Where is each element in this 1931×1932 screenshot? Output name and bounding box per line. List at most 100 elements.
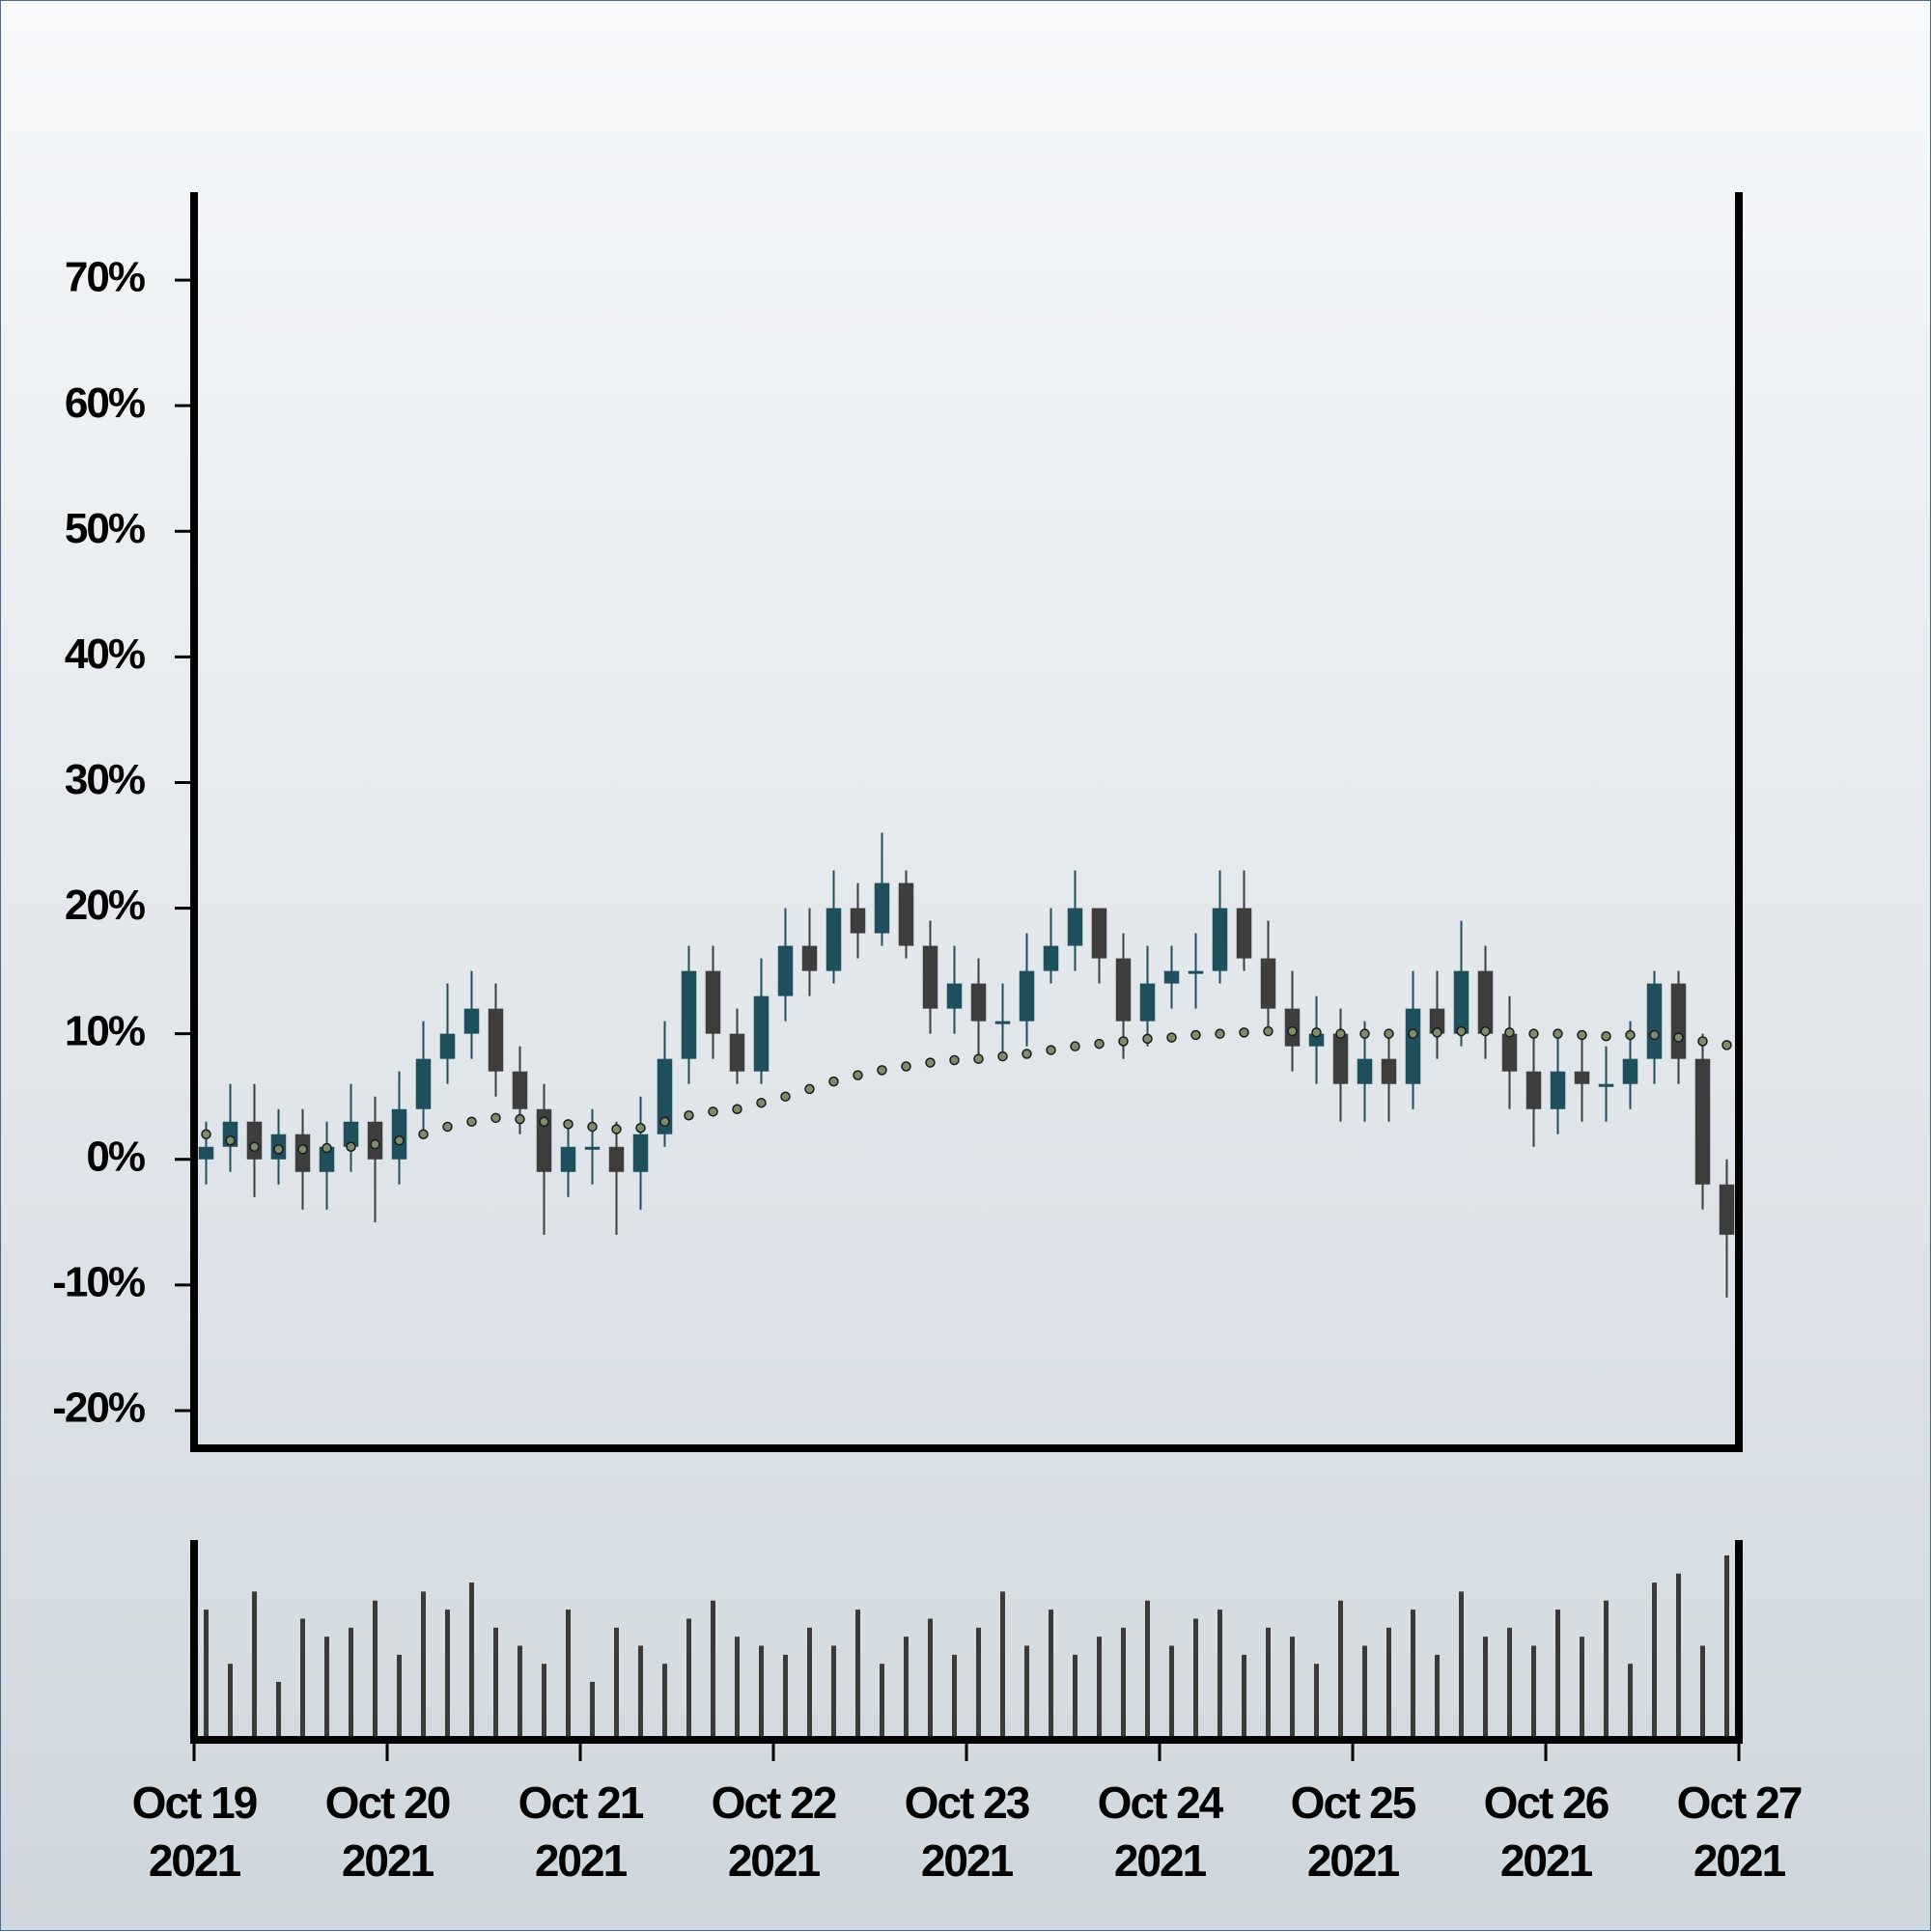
moving-average-point <box>201 1129 211 1139</box>
x-tick-label: Oct 23 2021 <box>904 1778 1031 1886</box>
moving-average-point <box>732 1104 742 1114</box>
volume-bar <box>1555 1610 1560 1736</box>
candle-body <box>657 1058 673 1134</box>
candle-body <box>1429 1008 1445 1034</box>
candle-body <box>439 1033 456 1059</box>
candle-body <box>1501 1033 1518 1072</box>
moving-average-point <box>1577 1029 1587 1041</box>
volume-bar <box>1000 1591 1005 1736</box>
volume-bar <box>952 1654 957 1736</box>
moving-average-point <box>1142 1033 1153 1045</box>
y-tick-label: 30% <box>65 756 145 803</box>
moving-average-point <box>1046 1045 1056 1055</box>
moving-average-point <box>1721 1040 1732 1050</box>
moving-average-point <box>1239 1027 1249 1038</box>
moving-average-point <box>1649 1029 1660 1041</box>
candle-body <box>1043 945 1059 971</box>
moving-average-point <box>1673 1032 1684 1043</box>
volume-bar <box>324 1637 329 1736</box>
y-tick-label: 60% <box>65 379 145 427</box>
volume-bar <box>493 1627 498 1736</box>
volume-bar <box>1049 1610 1053 1736</box>
moving-average-point <box>346 1141 356 1153</box>
candle-body <box>343 1121 359 1147</box>
volume-bar <box>638 1645 643 1736</box>
volume-bar <box>831 1645 836 1736</box>
candle-body <box>1019 970 1035 1022</box>
moving-average-point <box>1625 1029 1636 1041</box>
volume-bar <box>421 1591 426 1736</box>
moving-average-point <box>322 1142 332 1154</box>
y-tick-label: 70% <box>65 254 145 301</box>
candle-body <box>970 983 987 1022</box>
candle-body <box>753 995 770 1072</box>
candle-body <box>801 945 818 971</box>
candle-body <box>1646 983 1663 1059</box>
candle-body <box>1622 1058 1638 1084</box>
candle-body <box>1091 908 1107 959</box>
y-tick-label: 50% <box>65 505 145 552</box>
volume-bar <box>1604 1600 1609 1736</box>
volume-bar <box>1362 1645 1367 1736</box>
moving-average-point <box>1311 1027 1322 1038</box>
candle-body <box>1453 970 1469 1034</box>
candle-body <box>1381 1058 1397 1084</box>
volume-bar <box>518 1645 522 1736</box>
moving-average-point <box>877 1065 887 1076</box>
volume-bar <box>662 1664 667 1736</box>
candle-body <box>512 1071 528 1109</box>
moving-average-point <box>659 1116 670 1127</box>
volume-bar <box>1073 1654 1077 1736</box>
moving-average-point <box>1215 1028 1225 1039</box>
volume-bar <box>1121 1627 1126 1736</box>
volume-bar <box>807 1627 812 1736</box>
volume-bar <box>976 1627 981 1736</box>
volume-bar <box>204 1610 209 1736</box>
volume-bar <box>735 1637 740 1736</box>
candle-body <box>705 970 721 1034</box>
volume-bar <box>1290 1637 1295 1736</box>
moving-average-point <box>490 1112 501 1124</box>
volume-bar <box>1169 1645 1174 1736</box>
moving-average-point <box>1070 1041 1080 1051</box>
candle-body <box>826 908 842 971</box>
candle-body <box>1574 1071 1590 1084</box>
volume-bar <box>711 1600 715 1736</box>
moving-average-point <box>1480 1025 1491 1037</box>
candle-body <box>946 983 963 1009</box>
volume-bar <box>1386 1627 1391 1736</box>
volume-bar <box>1314 1664 1319 1736</box>
volume-bar <box>759 1645 764 1736</box>
volume-bar <box>1242 1654 1246 1736</box>
candle-body <box>1067 908 1083 946</box>
volume-bar <box>349 1627 353 1736</box>
volume-bar <box>566 1610 571 1736</box>
volume-bar <box>1628 1664 1633 1736</box>
candle-body <box>608 1146 625 1172</box>
volume-bar <box>880 1664 884 1736</box>
volume-bar <box>276 1681 281 1736</box>
candle-body <box>777 945 794 996</box>
moving-average-point <box>973 1053 984 1064</box>
moving-average-point <box>635 1122 646 1134</box>
volume-bar <box>1676 1573 1681 1736</box>
moving-average-point <box>249 1141 260 1153</box>
moving-average-point <box>1287 1025 1298 1037</box>
volume-bar <box>1338 1600 1343 1736</box>
volume-bar <box>686 1618 691 1736</box>
moving-average-point <box>1359 1028 1370 1039</box>
moving-average-point <box>1408 1028 1418 1039</box>
y-tick-label: 20% <box>65 882 145 929</box>
candle-body <box>994 1021 1011 1024</box>
candle-body <box>1694 1058 1711 1185</box>
moving-average-point <box>1094 1038 1105 1050</box>
volume-bar <box>1700 1645 1705 1736</box>
moving-average-point <box>684 1109 694 1121</box>
volume-bar <box>542 1664 546 1736</box>
moving-average-point <box>587 1121 598 1133</box>
moving-average-point <box>225 1135 236 1146</box>
y-tick-label: -20% <box>52 1385 145 1432</box>
volume-bar <box>1724 1555 1729 1736</box>
candle-body <box>1115 958 1132 1022</box>
